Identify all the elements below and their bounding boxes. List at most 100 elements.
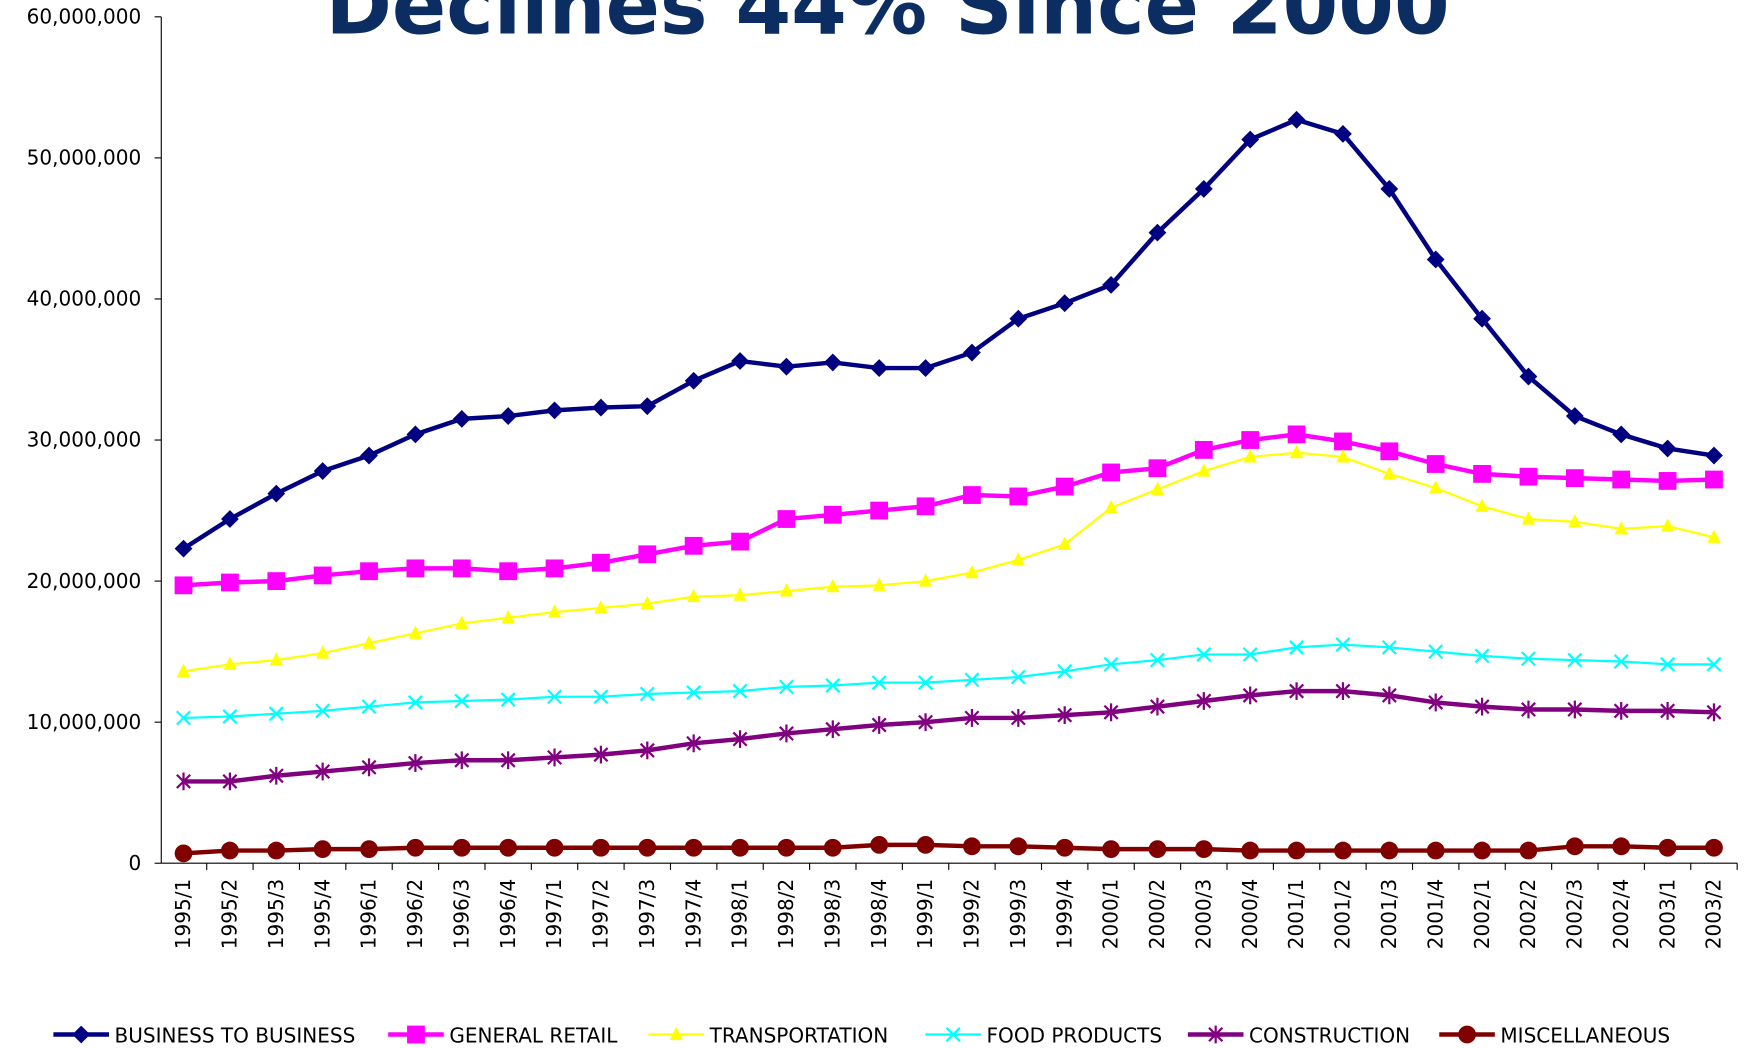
marker [1148, 459, 1167, 478]
marker [1660, 656, 1676, 672]
x-tick-label: 1999/2 [960, 879, 984, 949]
marker [407, 754, 423, 772]
marker [1520, 651, 1536, 667]
marker [1568, 514, 1582, 528]
marker [1149, 652, 1165, 668]
marker [1334, 432, 1352, 451]
marker [916, 359, 935, 377]
marker [1335, 637, 1351, 653]
marker [1658, 472, 1677, 490]
x-tick-label: 2003/2 [1702, 879, 1726, 949]
x-tick-label: 1997/4 [681, 879, 705, 949]
marker [686, 588, 701, 603]
marker [1473, 464, 1491, 483]
marker [455, 615, 469, 629]
x-tick-label: 1997/3 [635, 879, 659, 949]
series [176, 637, 1722, 726]
marker [1426, 841, 1445, 860]
legend-item: CONSTRUCTION [1187, 1023, 1410, 1047]
legend-label: TRANSPORTATION [709, 1023, 889, 1047]
marker [823, 353, 842, 372]
marker [778, 724, 794, 743]
marker [731, 532, 749, 551]
series-line [182, 117, 1715, 551]
series-line [183, 688, 1715, 784]
marker [220, 841, 239, 860]
x-tick-label: 1997/1 [542, 879, 566, 949]
marker [1429, 480, 1443, 494]
marker [1612, 425, 1631, 444]
marker [1380, 442, 1399, 461]
legend-item: TRANSPORTATION [648, 1023, 888, 1047]
marker [1705, 470, 1723, 489]
x-tick-label: 1998/1 [728, 879, 752, 949]
series-line [183, 842, 1714, 856]
marker [1055, 477, 1074, 496]
marker [639, 686, 655, 702]
marker [1104, 499, 1118, 514]
marker [686, 685, 702, 701]
marker [361, 758, 377, 777]
marker [684, 838, 703, 857]
marker [547, 689, 562, 705]
marker [176, 772, 191, 791]
x-tick-label: 2000/1 [1099, 879, 1123, 949]
y-tick-label: 0 [129, 851, 142, 875]
marker [1660, 518, 1675, 532]
marker [1567, 700, 1583, 719]
marker [176, 710, 191, 726]
x-tick-label: 1995/4 [310, 879, 334, 949]
marker [1009, 487, 1028, 506]
marker [639, 741, 655, 760]
marker [731, 838, 749, 857]
marker [918, 573, 933, 587]
x-tick-label: 1998/3 [820, 879, 844, 949]
marker [452, 409, 471, 428]
marker [1057, 706, 1073, 725]
marker [870, 359, 889, 377]
x-tick-label: 2001/2 [1331, 879, 1355, 949]
marker [1194, 840, 1213, 859]
marker [408, 625, 423, 639]
x-tick-label: 2002/3 [1563, 879, 1587, 949]
marker [871, 675, 887, 691]
marker [731, 352, 749, 370]
x-tick-label: 1999/1 [913, 879, 937, 949]
marker [963, 343, 981, 362]
marker [1149, 697, 1165, 716]
marker [406, 425, 425, 444]
y-tick-label: 40,000,000 [27, 287, 142, 311]
marker [1706, 656, 1722, 672]
marker [1194, 441, 1213, 459]
x-tick-label: 1998/4 [867, 879, 891, 949]
marker [669, 1026, 683, 1041]
marker [916, 835, 935, 854]
marker [1428, 693, 1444, 712]
marker [640, 595, 654, 610]
marker [964, 709, 980, 727]
marker [360, 840, 378, 859]
marker [1381, 686, 1397, 705]
y-tick-label: 50,000,000 [27, 146, 142, 170]
marker [918, 675, 934, 691]
marker [174, 539, 193, 558]
marker [268, 766, 284, 785]
marker [1009, 309, 1028, 328]
marker [220, 573, 239, 592]
x-tick-label: 2000/4 [1238, 879, 1262, 949]
x-tick-label: 2000/3 [1191, 879, 1215, 949]
marker [870, 835, 889, 854]
marker [870, 501, 889, 520]
marker [267, 841, 286, 860]
x-tick-label: 2001/3 [1377, 879, 1401, 949]
marker [1565, 837, 1584, 856]
marker [638, 397, 657, 416]
x-tick-label: 1997/2 [589, 879, 613, 949]
marker [823, 505, 842, 524]
marker [174, 844, 193, 863]
x-tick-label: 2003/1 [1655, 879, 1679, 949]
marker [1242, 686, 1258, 705]
marker [1055, 294, 1074, 313]
marker [406, 559, 425, 578]
marker [1565, 469, 1584, 488]
